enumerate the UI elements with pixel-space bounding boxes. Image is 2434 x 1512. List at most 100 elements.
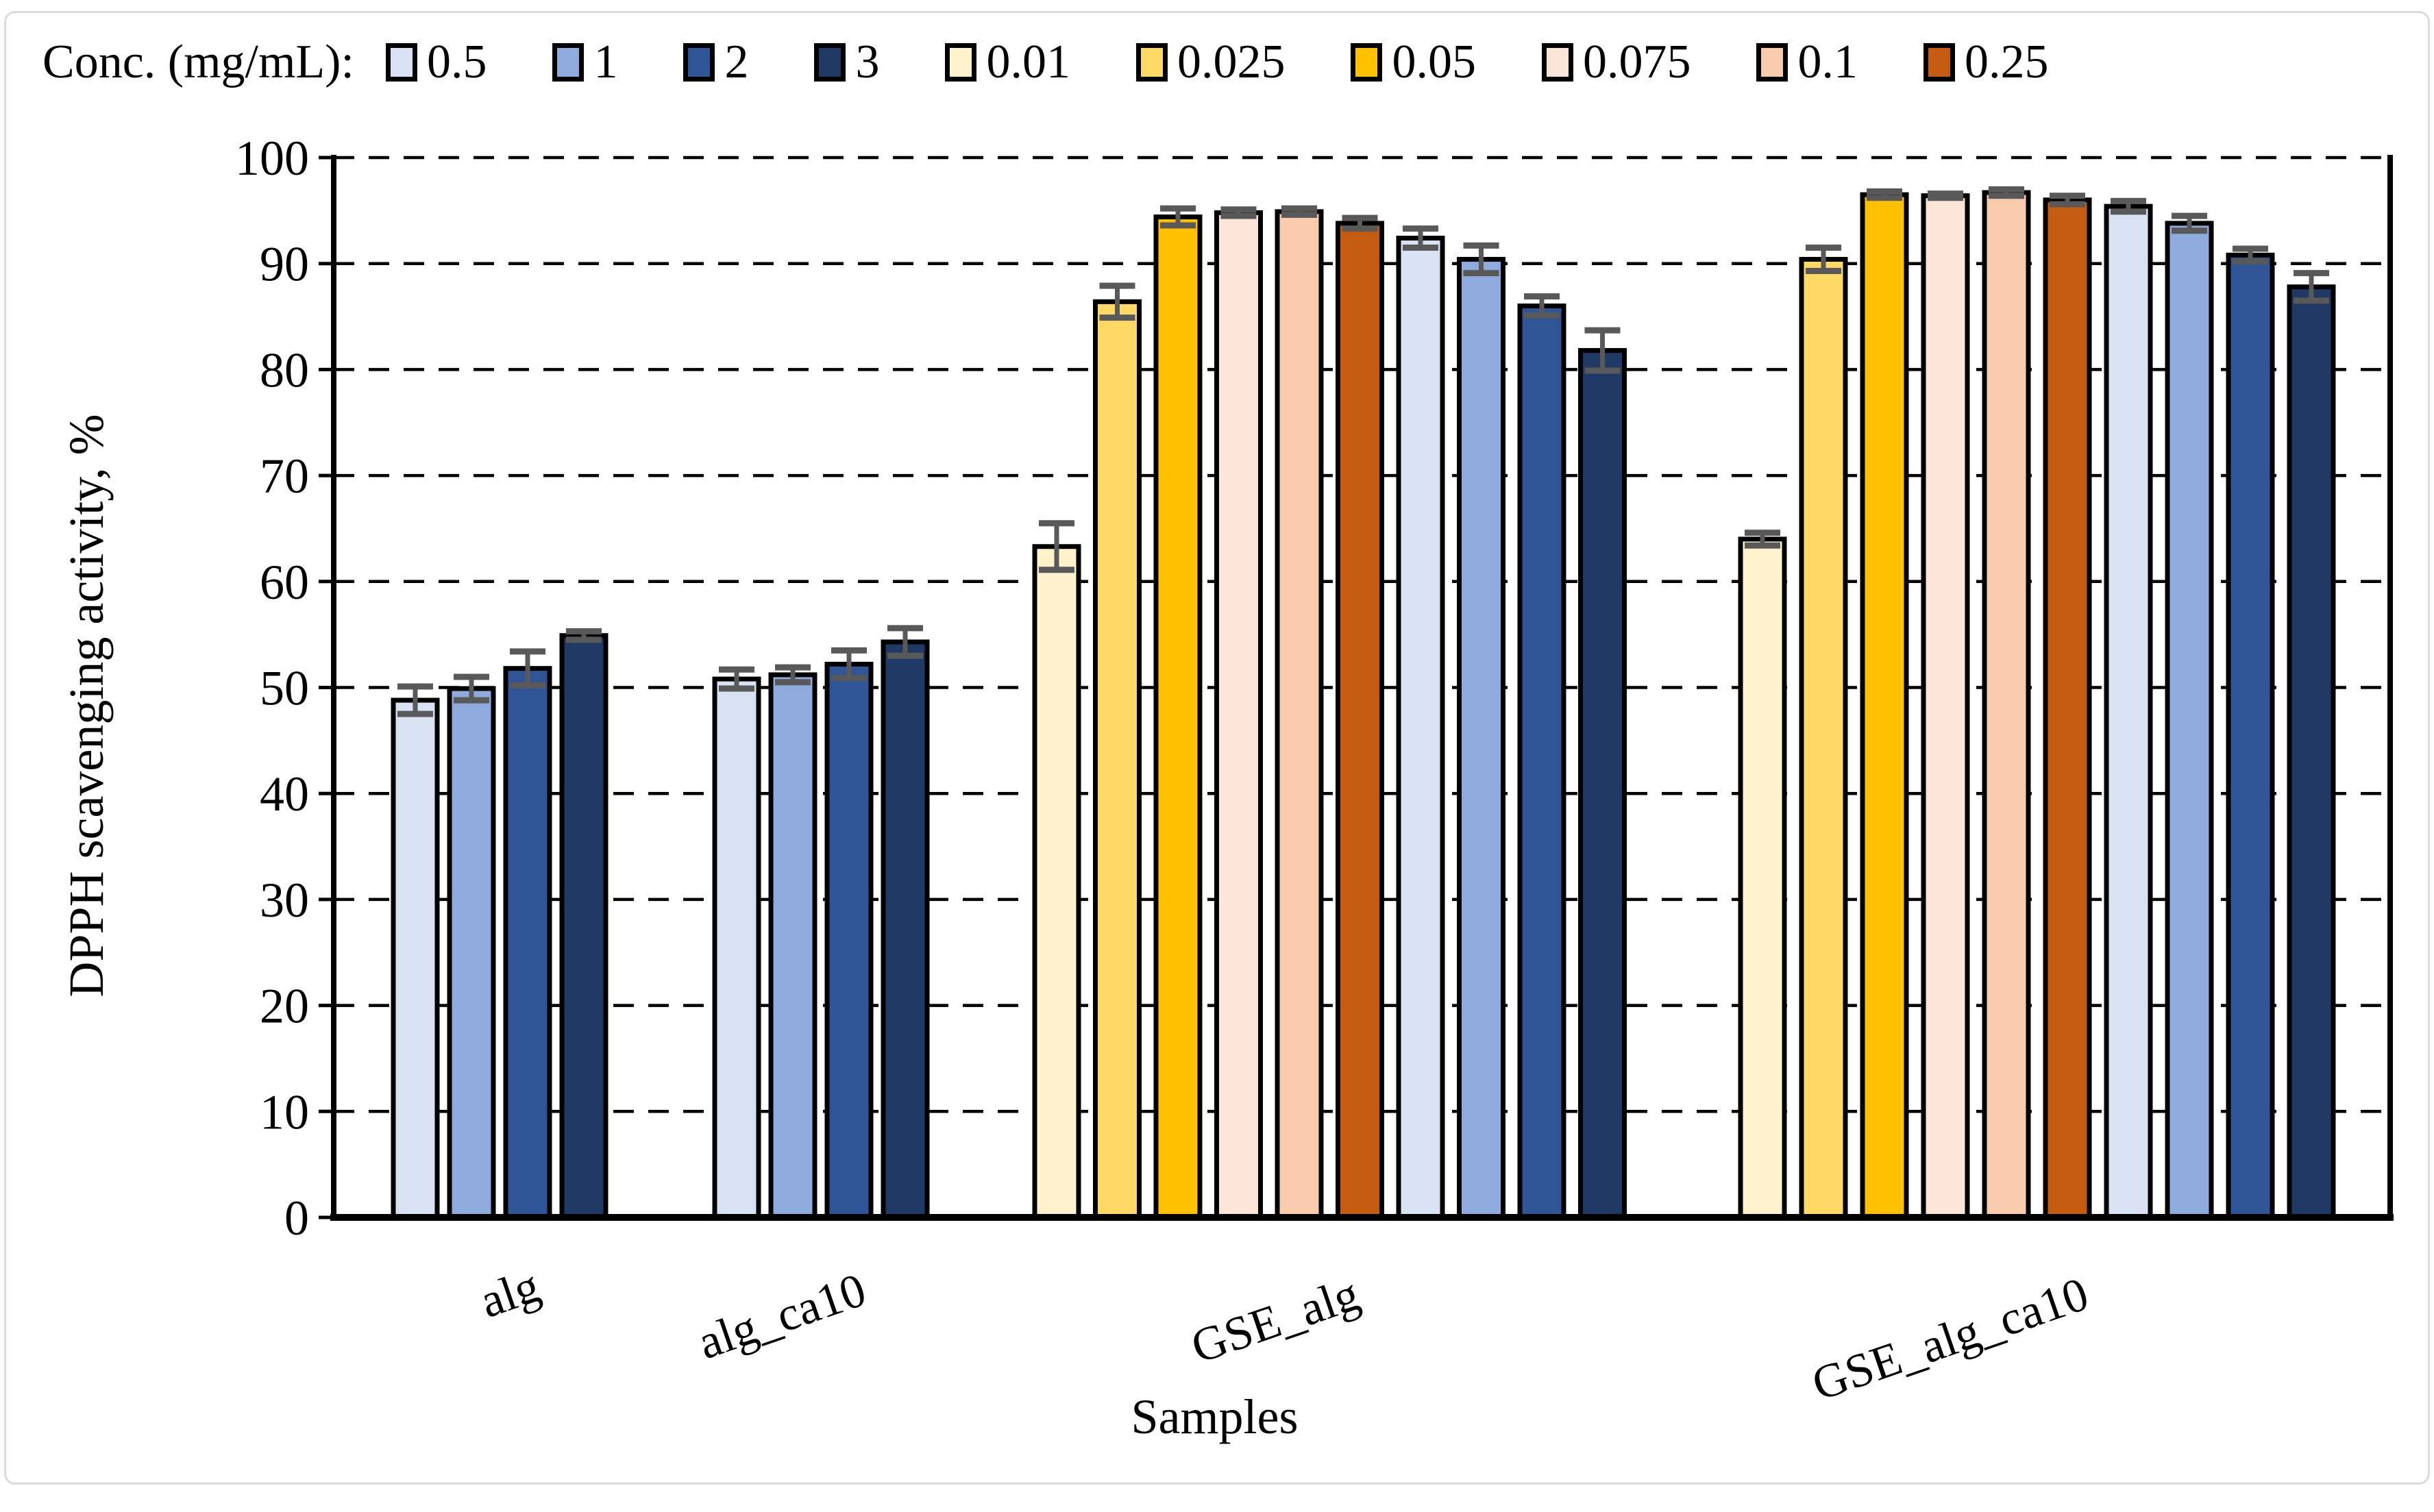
legend-swatch-2 xyxy=(683,43,715,82)
y-tick-label-70: 70 xyxy=(260,449,309,504)
legend-label: 0.075 xyxy=(1582,36,1691,88)
error-bar-alg-1 xyxy=(454,673,489,704)
error-bar-GSE_alg-0.5 xyxy=(1403,225,1438,251)
bar-GSE_alg_ca10-1 xyxy=(2165,221,2214,1220)
bar-GSE_alg-0.075 xyxy=(1214,210,1263,1220)
legend-swatch-0.05 xyxy=(1351,43,1383,82)
error-bar-GSE_alg-0.075 xyxy=(1220,206,1257,219)
legend-label: 0.5 xyxy=(426,36,487,88)
error-bar-GSE_alg_ca10-0.1 xyxy=(1989,186,2024,199)
x-category-label-alg_ca10: alg_ca10 xyxy=(691,1263,872,1370)
bar-GSE_alg-0.01 xyxy=(1032,544,1081,1220)
bar-alg_ca10-3 xyxy=(881,639,930,1220)
error-bar-GSE_alg_ca10-0.01 xyxy=(1745,530,1780,549)
bar-GSE_alg-0.05 xyxy=(1153,214,1203,1220)
y-tick-label-80: 80 xyxy=(260,343,309,397)
legend-entry-3: 3 xyxy=(814,38,879,86)
legend: Conc. (mg/mL): 0.5 1 2 3 0.01 0.025 0.05 0.075 0… xyxy=(42,36,2407,89)
error-bar-GSE_alg-3 xyxy=(1584,327,1621,374)
legend-entry-2: 2 xyxy=(683,38,748,86)
y-tick-label-20: 20 xyxy=(260,979,309,1034)
error-bar-alg-3 xyxy=(566,628,602,643)
y-tick-label-90: 90 xyxy=(260,237,309,292)
y-tick-label-50: 50 xyxy=(260,661,309,716)
y-tick-label-10: 10 xyxy=(260,1085,309,1139)
error-bar-alg_ca10-1 xyxy=(775,664,811,686)
error-bar-GSE_alg_ca10-2 xyxy=(2233,245,2268,265)
bar-GSE_alg-0.025 xyxy=(1093,299,1142,1220)
legend-entry-0.01: 0.01 xyxy=(945,38,1070,86)
legend-swatch-0.025 xyxy=(1135,43,1168,82)
legend-label: 3 xyxy=(855,36,880,88)
error-bar-GSE_alg-0.05 xyxy=(1160,205,1196,229)
legend-label: 0.05 xyxy=(1392,36,1476,88)
legend-entries: 0.5 1 2 3 0.01 0.025 0.05 0.075 0.1 0.25 xyxy=(385,36,2049,88)
bar-GSE_alg_ca10-0.01 xyxy=(1738,536,1787,1220)
bar-alg_ca10-1 xyxy=(768,672,818,1220)
error-bar-alg-2 xyxy=(510,648,545,689)
bar-GSE_alg_ca10-0.5 xyxy=(2104,203,2153,1220)
error-bar-GSE_alg-1 xyxy=(1463,242,1499,277)
legend-label: 0.1 xyxy=(1797,36,1858,88)
legend-label: 0.25 xyxy=(1964,36,2049,88)
y-tick-label-0: 0 xyxy=(284,1191,309,1245)
legend-entry-0.5: 0.5 xyxy=(385,36,487,88)
bar-GSE_alg-1 xyxy=(1457,257,1505,1220)
bar-alg_ca10-2 xyxy=(824,661,874,1220)
legend-entry-0.25: 0.25 xyxy=(1923,36,2049,88)
error-bar-alg_ca10-2 xyxy=(831,647,867,682)
error-bar-alg_ca10-3 xyxy=(887,625,923,659)
error-bar-GSE_alg_ca10-1 xyxy=(2172,212,2207,234)
legend-entry-0.05: 0.05 xyxy=(1351,38,1476,86)
legend-entry-0.075: 0.075 xyxy=(1541,36,1691,88)
legend-swatch-0.1 xyxy=(1756,43,1788,82)
bar-alg-0.5 xyxy=(391,697,440,1220)
bar-GSE_alg-0.5 xyxy=(1396,236,1445,1220)
error-bar-GSE_alg_ca10-3 xyxy=(2294,270,2329,304)
legend-swatch-1 xyxy=(552,43,585,82)
bar-alg-1 xyxy=(447,686,496,1220)
bar-GSE_alg_ca10-0.05 xyxy=(1860,192,1909,1220)
bar-GSE_alg_ca10-0.075 xyxy=(1921,193,1970,1220)
legend-label: 0.01 xyxy=(986,36,1070,88)
legend-label: 0.025 xyxy=(1177,36,1286,88)
legend-swatch-0.5 xyxy=(385,43,417,82)
error-bar-GSE_alg-0.1 xyxy=(1281,205,1317,219)
bar-GSE_alg-3 xyxy=(1578,348,1627,1220)
error-bar-GSE_alg-0.01 xyxy=(1039,520,1074,573)
bar-GSE_alg_ca10-2 xyxy=(2226,252,2275,1220)
y-tick-label-60: 60 xyxy=(260,555,309,610)
error-bar-GSE_alg_ca10-0.25 xyxy=(2050,193,2085,208)
legend-entry-0.1: 0.1 xyxy=(1756,38,1858,86)
legend-swatch-0.075 xyxy=(1541,43,1573,82)
legend-entry-0.025: 0.025 xyxy=(1135,36,1286,88)
error-bar-GSE_alg_ca10-0.025 xyxy=(1806,244,1841,275)
legend-swatch-3 xyxy=(814,43,846,82)
y-axis-title: DPPH scavenging activity, % xyxy=(59,414,114,997)
bar-alg-2 xyxy=(503,666,552,1220)
error-bar-alg-0.5 xyxy=(397,683,433,717)
x-axis-title: Samples xyxy=(1131,1389,1299,1444)
error-bar-GSE_alg-0.025 xyxy=(1099,282,1135,321)
legend-label: 1 xyxy=(593,36,618,88)
bar-GSE_alg_ca10-0.25 xyxy=(2043,197,2092,1220)
x-category-label-GSE_alg: GSE_alg xyxy=(1185,1267,1366,1374)
bar-GSE_alg-0.1 xyxy=(1275,209,1324,1220)
bar-GSE_alg-2 xyxy=(1517,303,1566,1220)
error-bar-GSE_alg-0.25 xyxy=(1342,214,1378,232)
x-category-label-GSE_alg_ca10: GSE_alg_ca10 xyxy=(1806,1267,2095,1411)
bar-GSE_alg_ca10-3 xyxy=(2287,284,2336,1220)
legend-entry-1: 1 xyxy=(552,38,617,86)
x-category-label-alg: alg xyxy=(474,1259,546,1328)
bar-alg_ca10-0.5 xyxy=(712,676,761,1220)
bar-GSE_alg_ca10-0.1 xyxy=(1982,190,2031,1220)
error-bar-GSE_alg_ca10-0.5 xyxy=(2111,197,2146,215)
error-bar-GSE_alg_ca10-0.05 xyxy=(1867,188,1902,201)
legend-swatch-0.01 xyxy=(945,43,977,82)
error-bar-GSE_alg-2 xyxy=(1524,293,1560,319)
y-tick-label-100: 100 xyxy=(235,131,309,186)
y-tick-label-40: 40 xyxy=(260,767,309,821)
legend-label: 2 xyxy=(724,36,749,88)
bar-alg-3 xyxy=(559,633,608,1220)
